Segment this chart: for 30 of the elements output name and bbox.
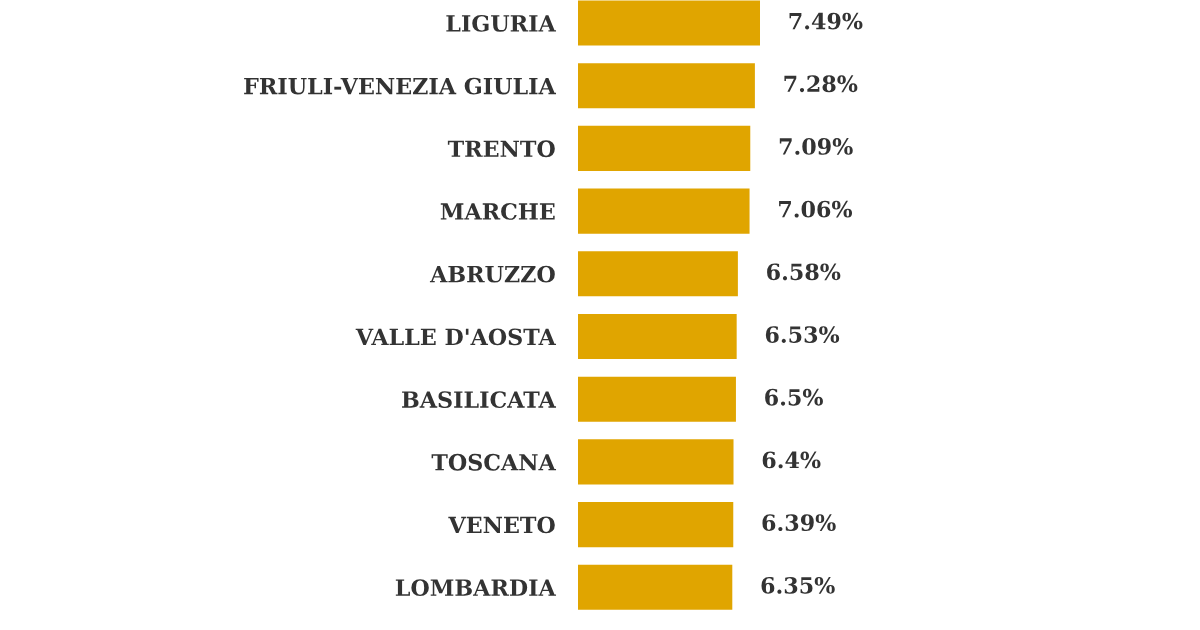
data-label: 7.28% [784, 75, 858, 93]
bar [578, 63, 755, 109]
data-label: 6.4% [762, 451, 821, 469]
y-tick-label: LIGURIA [446, 14, 557, 32]
bar [578, 0, 760, 46]
y-tick-label: TRENTO [447, 140, 555, 158]
bar [578, 564, 733, 610]
y-tick-label: VALLE D'AOSTA [355, 328, 557, 346]
data-label: 6.53% [765, 326, 840, 343]
data-label: 7.49% [789, 12, 863, 30]
y-tick-label: ABRUZZO [429, 265, 555, 283]
bar [578, 188, 750, 234]
bar [578, 125, 751, 171]
y-tick-label: MARCHE [440, 203, 555, 220]
data-label: 6.58% [767, 263, 841, 281]
data-label: 6.39% [762, 514, 836, 532]
data-label: 7.06% [779, 200, 853, 218]
bar [578, 376, 736, 422]
bar [578, 502, 734, 548]
y-tick-label: FRIULI-VENEZIA GIULIA [244, 77, 557, 95]
y-tick-label: TOSCANA [431, 453, 557, 471]
data-label: 7.09% [779, 138, 853, 155]
data-label: 6.5% [765, 388, 823, 406]
y-tick-label: VENETO [448, 516, 555, 534]
y-tick-label: BASILICATA [402, 391, 557, 408]
bar [578, 251, 738, 297]
bar [578, 313, 737, 360]
data-label: 6.35% [761, 576, 835, 594]
y-tick-label: LOMBARDIA [395, 579, 557, 597]
bar [578, 439, 734, 485]
